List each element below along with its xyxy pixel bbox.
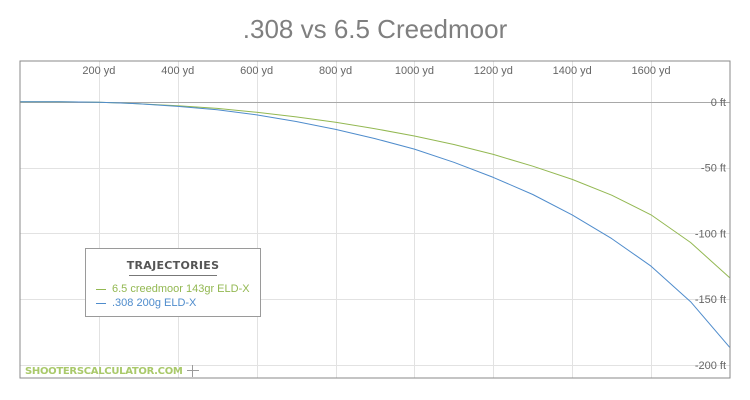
x-tick-label: 800 yd: [319, 65, 352, 77]
series-lines: [20, 101, 731, 349]
legend-title: TRAJECTORIES: [126, 259, 220, 272]
series-line-308: [20, 101, 731, 349]
x-tick-label: 600 yd: [240, 65, 273, 77]
y-tick-label: -200 ft: [695, 360, 726, 372]
x-tick-label: 400 yd: [161, 65, 194, 77]
x-tick-label: 1400 yd: [553, 65, 592, 77]
grid: [20, 61, 730, 378]
legend-label-65-creedmoor: 6.5 creedmoor 143gr ELD-X: [112, 283, 250, 295]
crosshair-icon: [186, 365, 199, 377]
watermark-text[interactable]: SHOOTERSCALCULATOR.COM: [25, 365, 183, 377]
legend: TRAJECTORIES 6.5 creedmoor 143gr ELD-X .…: [85, 248, 261, 317]
x-tick-label: 1000 yd: [395, 65, 434, 77]
chart-title: .308 vs 6.5 Creedmoor: [242, 14, 508, 44]
watermark[interactable]: SHOOTERSCALCULATOR.COM: [25, 365, 199, 377]
tick-labels: 200 yd 400 yd 600 yd 800 yd 1000 yd 1200 yd 14…: [82, 65, 726, 372]
legend-swatch-308: [96, 302, 106, 304]
legend-item-308: .308 200g ELD-X: [96, 297, 196, 309]
y-tick-label: -50 ft: [701, 163, 726, 175]
legend-swatch-65-creedmoor: [96, 288, 106, 290]
plot-frame: [19, 60, 731, 379]
x-tick-label: 200 yd: [82, 65, 115, 77]
y-tick-label: -100 ft: [695, 228, 726, 240]
x-tick-label: 1200 yd: [474, 65, 513, 77]
y-tick-label: -150 ft: [695, 294, 726, 306]
x-tick-label: 1600 yd: [632, 65, 671, 77]
y-tick-label: 0 ft: [711, 97, 726, 109]
legend-label-308: .308 200g ELD-X: [112, 297, 197, 309]
legend-item-65-creedmoor: 6.5 creedmoor 143gr ELD-X: [96, 283, 250, 295]
legend-title-underline: [129, 275, 217, 276]
